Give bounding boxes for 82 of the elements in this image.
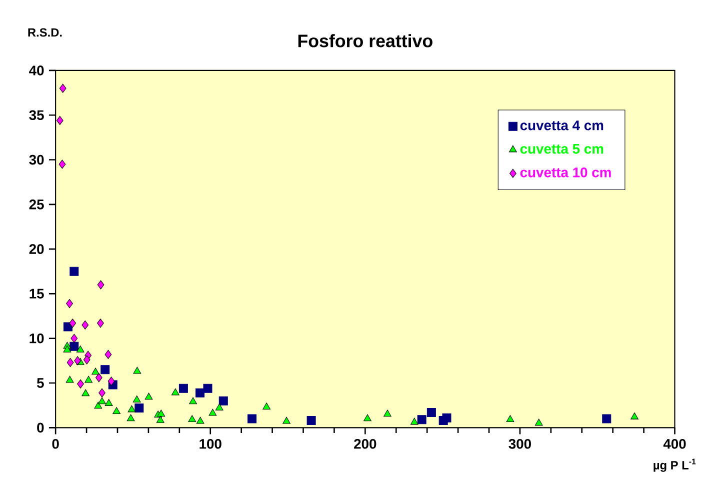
point (56, 116, 64, 125)
point (97, 280, 104, 290)
point (602, 414, 612, 424)
point (128, 405, 136, 412)
point (208, 408, 217, 416)
point (97, 318, 104, 328)
point (157, 410, 166, 417)
y-tick-label: 15 (30, 288, 44, 299)
point (66, 358, 74, 367)
point (630, 412, 638, 420)
point (82, 389, 90, 396)
point (98, 397, 106, 404)
point (248, 414, 257, 424)
point (133, 366, 142, 374)
y-tick-label: 25 (29, 199, 44, 210)
point (84, 376, 92, 383)
point (384, 410, 392, 417)
point (104, 350, 112, 359)
y-axis-title: R.S.D. (28, 28, 62, 37)
point (178, 384, 188, 393)
x-tick-label: 300 (508, 438, 531, 449)
y-tick-label: 30 (29, 154, 44, 165)
point (83, 355, 90, 364)
point (66, 298, 73, 308)
point (196, 416, 204, 424)
point (417, 415, 426, 424)
point (203, 384, 212, 393)
point (426, 408, 436, 417)
point (104, 398, 113, 406)
point (98, 388, 106, 398)
point (63, 345, 72, 352)
point (196, 388, 204, 398)
point (95, 373, 102, 382)
point (262, 402, 270, 410)
point (70, 266, 79, 276)
point (94, 402, 102, 409)
point (112, 407, 120, 414)
point (134, 403, 144, 412)
point (74, 356, 81, 366)
point (66, 376, 74, 383)
point (282, 416, 290, 424)
legend-label: cuvetta 4 cm (520, 120, 604, 130)
point (144, 392, 153, 400)
point (171, 388, 180, 396)
point (59, 84, 66, 93)
point (132, 395, 141, 402)
x-axis-title: µg P L$^{-1}$ (654, 458, 696, 472)
point (364, 414, 372, 422)
x-tick-label: 100 (200, 438, 222, 449)
point (156, 416, 164, 423)
y-tick-label: 40 (29, 65, 44, 76)
point (108, 376, 115, 386)
x-tick-label: 200 (354, 438, 376, 449)
point (215, 403, 224, 410)
x-tick-label: 0 (52, 438, 59, 449)
y-tick-label: 5 (36, 378, 44, 388)
point (410, 418, 418, 425)
point (126, 414, 135, 422)
y-tick-label: 35 (29, 110, 44, 120)
legend-label: cuvetta 5 cm (520, 144, 604, 154)
point (70, 334, 78, 343)
point (70, 342, 79, 351)
point (442, 413, 452, 422)
y-tick-label: 0 (37, 422, 44, 433)
point (69, 318, 76, 328)
point (218, 396, 228, 406)
point (76, 345, 84, 352)
y-tick-label: 10 (30, 333, 44, 344)
point (306, 416, 316, 425)
point (92, 368, 100, 375)
point (189, 397, 197, 404)
point (188, 415, 196, 422)
point (506, 415, 514, 422)
point (534, 418, 543, 426)
chart-title: Fosforo reattivo (298, 34, 432, 48)
point (82, 320, 89, 330)
x-tick-label: 400 (663, 438, 686, 449)
y-tick-label: 20 (29, 244, 44, 254)
point (77, 379, 84, 388)
point (58, 160, 66, 169)
point (100, 365, 110, 374)
legend-label: cuvetta 10 cm (520, 167, 611, 178)
